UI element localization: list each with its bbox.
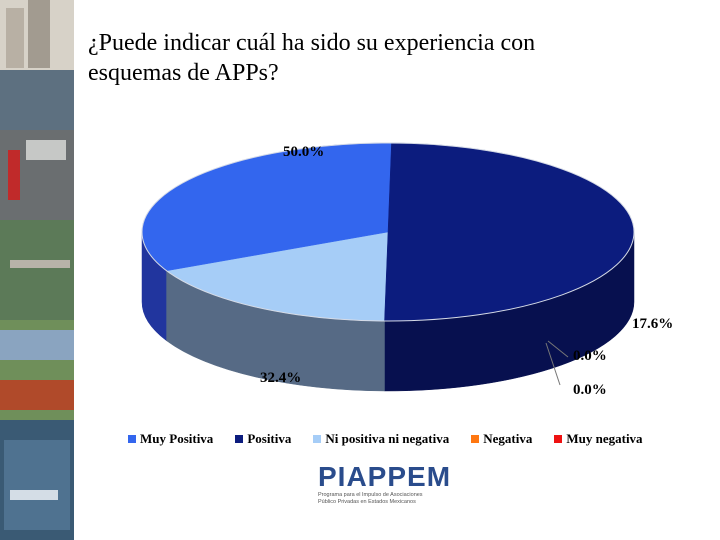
legend-item-positiva: Positiva (235, 431, 291, 447)
data-label-positiva: 50.0% (283, 144, 324, 160)
data-label-ni-positiva: 17.6% (632, 316, 673, 332)
legend-item-ni-positiva-ni-negativa: Ni positiva ni negativa (313, 431, 449, 447)
data-label-muy-positiva: 32.4% (260, 370, 301, 386)
piappem-logo: PIAPPEM Programa para el Impulso de Asoc… (318, 461, 452, 508)
page-title: ¿Puede indicar cuál ha sido su experienc… (88, 28, 688, 88)
legend-item-negativa: Negativa (471, 431, 532, 447)
title-line-2: esquemas de APPs? (88, 60, 279, 86)
logo-subtitle-line-2: Público Privadas en Estados Mexicanos (318, 499, 416, 505)
logo-subtitle-line-1: Programa para el Impulso de Asociaciones (318, 492, 423, 498)
legend-swatch (471, 435, 480, 443)
legend-label: Muy negativa (566, 431, 643, 446)
legend-label: Positiva (247, 431, 292, 446)
pie-top-rim (141, 142, 635, 322)
legend-swatch (313, 435, 322, 443)
legend-label: Negativa (483, 431, 533, 446)
leader-line-muy-negativa (545, 342, 561, 386)
leader-line-negativa (547, 340, 569, 358)
legend-item-muy-positiva: Muy Positiva (128, 431, 213, 447)
legend-label: Muy Positiva (140, 431, 214, 446)
logo-subtitle: Programa para el Impulso de Asociaciones… (318, 492, 438, 506)
legend-label: Ni positiva ni negativa (325, 431, 450, 446)
data-label-muy-negativa: 0.0% (573, 382, 607, 398)
legend-item-muy-negativa: Muy negativa (554, 431, 643, 447)
decorative-photo-strip (0, 0, 74, 540)
legend-swatch (554, 435, 563, 443)
pie-group (141, 142, 635, 392)
legend: Muy Positiva Positiva Ni positiva ni neg… (128, 431, 643, 447)
legend-swatch (128, 435, 136, 443)
legend-swatch (235, 435, 244, 443)
logo-wordmark: PIAPPEM (318, 461, 452, 492)
data-label-negativa: 0.0% (573, 348, 607, 364)
title-line-1: ¿Puede indicar cuál ha sido su experienc… (88, 30, 536, 56)
